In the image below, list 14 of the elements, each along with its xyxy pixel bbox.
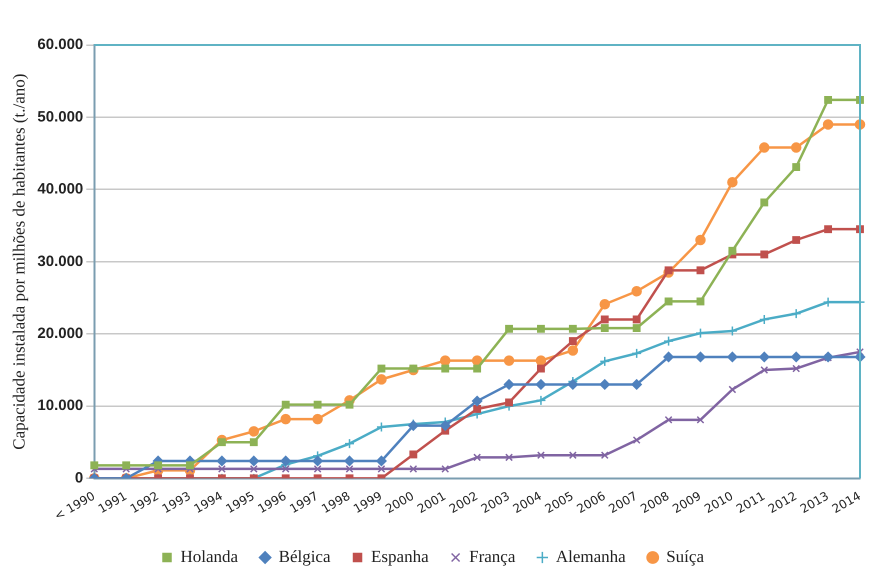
y-axis-title: Capacidade instalada por milhões de habitantes (t./ano) <box>10 74 29 450</box>
y-tick-label: 40.000 <box>37 180 84 198</box>
y-tick-label: 50.000 <box>37 108 84 126</box>
legend-label: Alemanha <box>556 546 626 566</box>
legend-label: França <box>469 546 516 566</box>
y-tick-label: 30.000 <box>37 252 84 270</box>
legend-label: Holanda <box>180 546 239 566</box>
legend-label: Espanha <box>371 546 430 566</box>
legend-label: Suíça <box>666 546 704 566</box>
y-tick-label: 60.000 <box>37 36 84 54</box>
y-tick-label: 20.000 <box>37 325 84 342</box>
y-tick-label: 10.000 <box>37 397 84 414</box>
legend-label: Bélgica <box>278 546 331 566</box>
y-tick-label: 0 <box>74 469 84 486</box>
